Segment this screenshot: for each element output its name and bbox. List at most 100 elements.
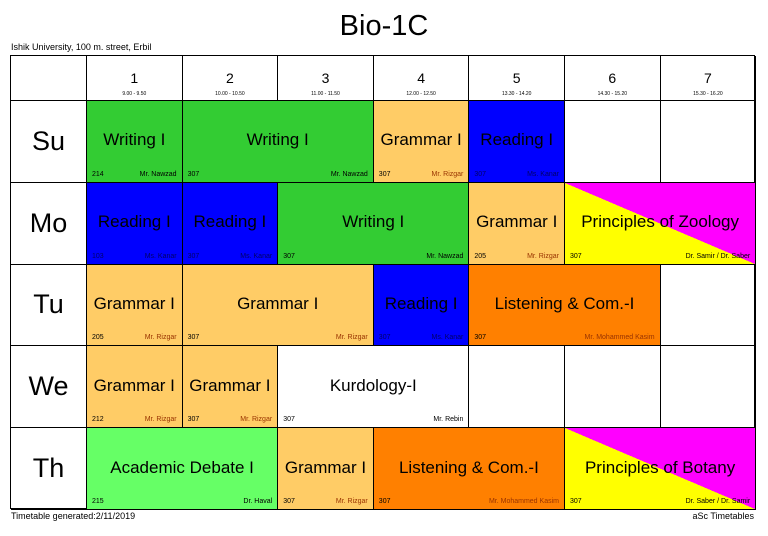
lesson-room: 307 <box>187 334 200 342</box>
lesson-cell[interactable]: Principles of Zoology 307 Dr. Samir / Dr. … <box>565 182 757 265</box>
lesson-room: 205 <box>474 252 487 260</box>
empty-slot <box>660 346 757 429</box>
lesson-cell[interactable]: Principles of Botany 307 Dr. Saber / Dr. S… <box>565 428 757 510</box>
lesson-teacher: Mr. Rizgar <box>144 416 177 424</box>
lesson-teacher: Mr. Rizgar <box>527 252 559 260</box>
lesson-cell[interactable]: Writing I 214 Mr. Nawzad <box>87 101 183 183</box>
lesson-subject: Principles of Zoology <box>581 212 739 232</box>
period-number: 6 <box>608 70 617 86</box>
lesson-subject: Writing I <box>342 212 405 232</box>
lesson-cell[interactable]: Grammar I 205 Mr. Rizgar <box>87 264 183 347</box>
lesson-cell[interactable]: Reading I 307 Ms. Kanar <box>373 264 470 347</box>
lesson-teacher: Ms. Kanar <box>240 252 273 260</box>
lesson-teacher: Dr. Samir / Dr. Saber <box>685 252 751 260</box>
lesson-room: 307 <box>570 252 582 260</box>
empty-slot <box>565 346 661 429</box>
day-label: Th <box>11 428 87 510</box>
period-time: 9.00 - 9.50 <box>122 91 147 97</box>
lesson-teacher: Ms. Kanar <box>431 334 464 342</box>
lesson-cell[interactable]: Grammar I 307 Mr. Rizgar <box>182 346 279 429</box>
period-number: 1 <box>130 70 139 86</box>
period-time: 13.30 - 14.20 <box>501 91 532 97</box>
lesson-teacher: Mr. Mohammed Kasim <box>584 334 655 342</box>
period-number: 3 <box>321 70 330 86</box>
lesson-cell[interactable]: Reading I 103 Ms. Kanar <box>87 182 183 265</box>
lesson-subject: Listening & Com.-I <box>494 293 635 313</box>
period-header: 5 13.30 - 14.20 <box>469 56 565 101</box>
lesson-teacher: Mr. Rebin <box>433 416 464 424</box>
lesson-teacher: Mr. Nawzad <box>330 170 368 178</box>
lesson-subject: Grammar I <box>93 375 175 395</box>
period-header: 1 9.00 - 9.50 <box>87 56 183 101</box>
lesson-subject: Principles of Botany <box>584 457 736 477</box>
period-header: 3 11.00 - 11.50 <box>278 56 374 101</box>
lesson-cell[interactable]: Listening & Com.-I 307 Mr. Mohammed Kasim <box>373 428 565 510</box>
lesson-subject: Grammar I <box>284 457 367 477</box>
lesson-cell[interactable]: Grammar I 307 Mr. Rizgar <box>278 428 374 510</box>
lesson-teacher: Mr. Rizgar <box>335 497 368 505</box>
lesson-room: 307 <box>378 497 391 505</box>
lesson-room: 215 <box>92 497 104 505</box>
period-time: 15.30 - 16.20 <box>693 91 723 97</box>
school-address: Ishik University, 100 m. street, Erbil <box>11 42 152 52</box>
lesson-room: 307 <box>187 416 200 424</box>
lesson-subject: Grammar I <box>380 130 462 150</box>
lesson-cell[interactable]: Writing I 307 Mr. Nawzad <box>278 182 470 265</box>
day-label: Su <box>11 101 87 183</box>
period-time: 10.00 - 10.50 <box>215 91 245 97</box>
lesson-teacher: Mr. Nawzad <box>426 252 464 260</box>
lesson-teacher: Mr. Rizgar <box>144 334 177 342</box>
lesson-subject: Writing I <box>246 130 309 150</box>
lesson-subject: Reading I <box>97 212 171 232</box>
lesson-room: 307 <box>570 497 582 505</box>
lesson-subject: Listening & Com.-I <box>398 457 539 477</box>
lesson-cell[interactable]: Reading I 307 Ms. Kanar <box>469 101 565 183</box>
lesson-subject: Grammar I <box>93 293 175 313</box>
generated-date: Timetable generated:2/11/2019 <box>11 511 136 521</box>
lesson-room: 307 <box>378 170 391 178</box>
lesson-cell[interactable]: Academic Debate I 215 Dr. Haval <box>87 428 279 510</box>
lesson-subject: Grammar I <box>189 375 271 395</box>
lesson-room: 205 <box>92 334 104 342</box>
empty-slot <box>565 101 661 183</box>
lesson-subject: Kurdology-I <box>329 375 417 395</box>
corner-cell <box>11 56 87 101</box>
lesson-teacher: Mr. Rizgar <box>431 170 464 178</box>
lesson-cell[interactable]: Grammar I 307 Mr. Rizgar <box>373 101 470 183</box>
lesson-teacher: Mr. Mohammed Kasim <box>488 497 559 505</box>
lesson-teacher: Mr. Rizgar <box>240 416 273 424</box>
timetable-grid: 1 9.00 - 9.50 2 10.00 - 10.50 3 11.00 - 11.50… <box>10 55 757 510</box>
lesson-cell[interactable]: Reading I 307 Ms. Kanar <box>182 182 279 265</box>
lesson-room: 307 <box>187 170 200 178</box>
empty-slot <box>660 101 757 183</box>
lesson-cell[interactable]: Grammar I 205 Mr. Rizgar <box>469 182 565 265</box>
lesson-subject: Reading I <box>480 130 554 150</box>
lesson-subject: Academic Debate I <box>110 457 254 477</box>
lesson-subject: Reading I <box>384 293 458 313</box>
day-label: We <box>11 346 87 429</box>
page-title: Bio-1C <box>339 10 429 42</box>
lesson-room: 307 <box>283 497 295 505</box>
period-header: 2 10.00 - 10.50 <box>182 56 279 101</box>
lesson-cell[interactable]: Kurdology-I 307 Mr. Rebin <box>278 346 470 429</box>
lesson-cell[interactable]: Grammar I 212 Mr. Rizgar <box>87 346 183 429</box>
lesson-teacher: Ms. Kanar <box>527 170 559 178</box>
lesson-teacher: Ms. Kanar <box>144 252 177 260</box>
period-header: 4 12.00 - 12.50 <box>373 56 470 101</box>
lesson-teacher: Mr. Rizgar <box>335 334 368 342</box>
lesson-subject: Grammar I <box>476 212 558 232</box>
period-time: 11.00 - 11.50 <box>311 91 340 97</box>
lesson-room: 307 <box>474 170 487 178</box>
lesson-cell[interactable]: Grammar I 307 Mr. Rizgar <box>182 264 374 347</box>
lesson-teacher: Dr. Saber / Dr. Samir <box>685 497 751 505</box>
lesson-subject: Writing I <box>103 130 166 150</box>
period-number: 4 <box>417 70 425 86</box>
period-header: 6 14.30 - 15.20 <box>565 56 661 101</box>
day-label: Mo <box>11 182 87 265</box>
lesson-cell[interactable]: Listening & Com.-I 307 Mr. Mohammed Kasim <box>469 264 661 347</box>
lesson-cell[interactable]: Writing I 307 Mr. Nawzad <box>182 101 374 183</box>
lesson-room: 214 <box>92 170 104 178</box>
lesson-room: 307 <box>378 334 391 342</box>
lesson-room: 103 <box>92 252 104 260</box>
lesson-subject: Grammar I <box>237 293 319 313</box>
